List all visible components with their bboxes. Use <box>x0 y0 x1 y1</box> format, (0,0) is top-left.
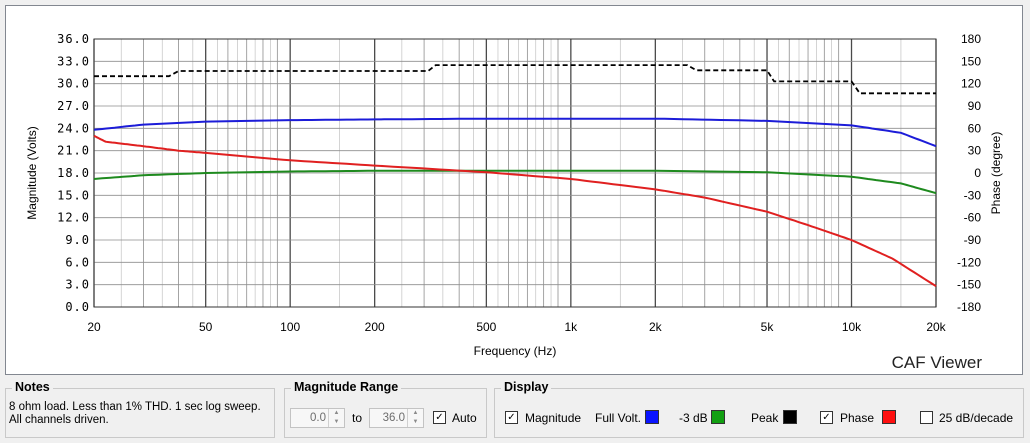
y-tick-label: 6.0 <box>65 255 90 269</box>
watermark-label: CAF Viewer <box>892 353 983 372</box>
range-max-spinner[interactable]: 36.0 ▲ ▼ <box>369 408 424 428</box>
y-tick-label: 3.0 <box>65 278 90 292</box>
series-line-3-db <box>93 169 937 195</box>
25db-decade-label: 25 dB/decade <box>939 411 1014 425</box>
full-volt-color-swatch[interactable] <box>645 410 659 424</box>
y-tick-label: 18.0 <box>57 166 90 180</box>
x-tick-label: 500 <box>476 320 496 334</box>
magnitude-range-title: Magnitude Range <box>291 380 402 394</box>
25db-decade-checkbox[interactable] <box>920 411 933 424</box>
range-min-spinner[interactable]: 0.0 ▲ ▼ <box>290 408 345 428</box>
x-tick-label: 100 <box>280 320 300 334</box>
y2-tick-label: 150 <box>961 54 981 68</box>
y2-tick-label: -30 <box>964 188 982 202</box>
y2-tick-label: 90 <box>968 99 982 113</box>
x-tick-label: 5k <box>761 320 775 334</box>
series-line-full-volt <box>93 117 937 148</box>
minus3db-label: -3 dB <box>679 411 708 425</box>
y2-tick-label: -180 <box>957 300 981 314</box>
range-to-label: to <box>352 411 363 425</box>
y-tick-label: 0.0 <box>65 300 90 314</box>
auto-checkbox[interactable]: ✓ <box>433 411 446 424</box>
x-tick-label: 2k <box>649 320 663 334</box>
y2-tick-label: -120 <box>957 255 981 269</box>
y-tick-label: 33.0 <box>57 54 90 68</box>
y-axis-label: Magnitude (Volts) <box>25 126 39 219</box>
magnitude-label: Magnitude <box>525 411 582 425</box>
phase-checkbox[interactable]: ✓ <box>820 411 833 424</box>
full-volt-label: Full Volt. <box>595 411 642 425</box>
x-tick-label: 1k <box>565 320 579 334</box>
x-tick-label: 20 <box>87 320 101 334</box>
x-tick-label: 10k <box>842 320 862 334</box>
x-tick-label: 50 <box>199 320 213 334</box>
y2-axis-label: Phase (degree) <box>989 132 1003 215</box>
notes-text: 8 ohm load. Less than 1% THD. 1 sec log … <box>9 401 261 426</box>
spinner-arrows-icon[interactable]: ▲ ▼ <box>328 409 344 427</box>
y2-tick-label: 120 <box>961 77 981 91</box>
y2-tick-label: -150 <box>957 278 981 292</box>
y-tick-label: 27.0 <box>57 99 90 113</box>
spinner-arrows-icon[interactable]: ▲ ▼ <box>407 409 423 427</box>
range-max-value: 36.0 <box>382 412 405 424</box>
x-tick-label: 200 <box>365 320 385 334</box>
notes-title: Notes <box>12 380 53 394</box>
y2-tick-label: -60 <box>964 211 982 225</box>
y-tick-label: 21.0 <box>57 144 90 158</box>
minus3db-color-swatch[interactable] <box>711 410 725 424</box>
display-group: Display ✓ Magnitude Full Volt. -3 dB Pea… <box>494 380 1024 438</box>
series-line-phase <box>93 134 937 288</box>
y-tick-label: 30.0 <box>57 77 90 91</box>
y2-tick-label: 0 <box>974 166 981 180</box>
x-tick-label: 20k <box>926 320 946 334</box>
frequency-response-chart: 0.0 3.0 6.0 9.0 12.0 15.0 18.0 21.0 24.0 27.0 30.0… <box>25 32 1003 372</box>
phase-color-swatch[interactable] <box>882 410 896 424</box>
plot-border <box>93 38 937 308</box>
y2-tick-label: 30 <box>968 144 982 158</box>
y2-tick-label: 60 <box>968 121 982 135</box>
peak-color-swatch[interactable] <box>783 410 797 424</box>
phase-label: Phase <box>840 411 875 425</box>
y-tick-label: 36.0 <box>57 32 90 46</box>
magnitude-range-group: Magnitude Range 0.0 ▲ ▼ to 36.0 ▲ ▼ ✓ Auto <box>284 380 487 438</box>
series-line-peak <box>94 64 936 95</box>
y2-tick-label: 180 <box>961 32 981 46</box>
display-title: Display <box>501 380 552 394</box>
magnitude-checkbox[interactable]: ✓ <box>505 411 518 424</box>
notes-group: Notes 8 ohm load. Less than 1% THD. 1 se… <box>5 380 275 438</box>
range-min-value: 0.0 <box>310 412 326 424</box>
x-axis-label: Frequency (Hz) <box>474 344 557 358</box>
y-tick-label: 12.0 <box>57 211 90 225</box>
y-tick-label: 15.0 <box>57 188 90 202</box>
y-tick-label: 9.0 <box>65 233 90 247</box>
peak-label: Peak <box>751 411 779 425</box>
y2-tick-label: -90 <box>964 233 982 247</box>
chart-panel: 0.0 3.0 6.0 9.0 12.0 15.0 18.0 21.0 24.0 27.0 30.0… <box>5 5 1023 375</box>
auto-label: Auto <box>452 411 477 425</box>
y-tick-label: 24.0 <box>57 121 90 135</box>
